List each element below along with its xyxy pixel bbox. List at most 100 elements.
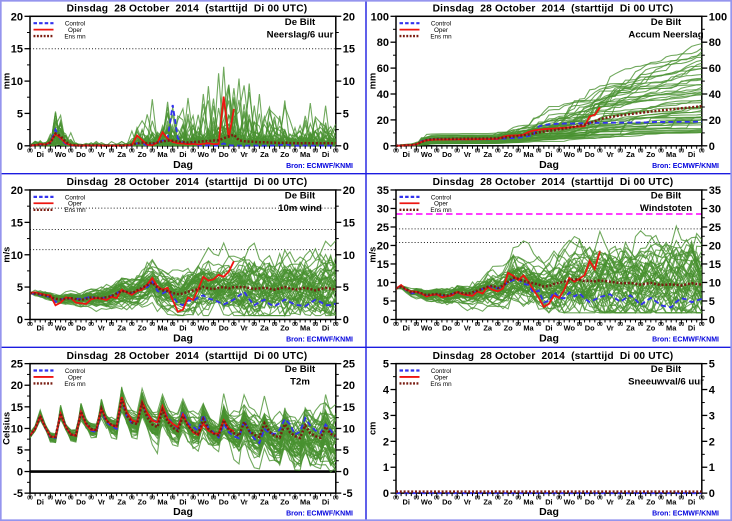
svg-text:00: 00	[556, 496, 562, 502]
svg-text:20: 20	[377, 240, 389, 252]
svg-text:Di: Di	[179, 324, 186, 333]
svg-text:20: 20	[343, 11, 355, 23]
svg-text:Di: Di	[322, 324, 329, 333]
svg-text:Ma: Ma	[666, 497, 677, 506]
svg-text:0: 0	[17, 141, 23, 153]
svg-text:00: 00	[292, 322, 298, 328]
svg-text:00: 00	[597, 322, 603, 328]
svg-text:3: 3	[709, 410, 715, 422]
svg-text:Wo: Wo	[55, 324, 67, 333]
svg-text:Ma: Ma	[666, 324, 677, 333]
svg-text:Bron: ECMWF/KNMI: Bron: ECMWF/KNMI	[652, 337, 719, 344]
svg-text:Dag: Dag	[173, 506, 193, 518]
svg-text:00: 00	[618, 496, 624, 502]
svg-text:Zo: Zo	[646, 150, 656, 159]
svg-text:00: 00	[618, 322, 624, 328]
svg-text:Bron: ECMWF/KNMI: Bron: ECMWF/KNMI	[286, 163, 353, 170]
svg-text:20: 20	[377, 115, 389, 127]
svg-text:10: 10	[11, 76, 23, 88]
svg-text:00: 00	[170, 322, 176, 328]
svg-text:00: 00	[252, 322, 258, 328]
svg-text:15: 15	[343, 44, 355, 56]
svg-text:Di: Di	[402, 497, 409, 506]
svg-text:5: 5	[343, 282, 349, 294]
svg-text:15: 15	[11, 44, 23, 56]
svg-text:00: 00	[414, 322, 420, 328]
svg-text:00: 00	[27, 322, 33, 328]
svg-text:Di: Di	[545, 497, 552, 506]
svg-text:0: 0	[709, 488, 715, 500]
svg-text:40: 40	[709, 89, 721, 101]
svg-text:Di: Di	[402, 150, 409, 159]
svg-text:mm: mm	[2, 73, 12, 90]
svg-text:Za: Za	[483, 497, 493, 506]
svg-text:00: 00	[27, 496, 33, 502]
svg-text:10: 10	[709, 277, 721, 289]
svg-text:Zo: Zo	[504, 150, 514, 159]
svg-text:10: 10	[11, 423, 23, 435]
svg-text:20: 20	[709, 115, 721, 127]
svg-text:0: 0	[343, 141, 349, 153]
svg-text:40: 40	[377, 89, 389, 101]
svg-text:Dag: Dag	[539, 159, 559, 171]
svg-text:De Bilt: De Bilt	[285, 364, 316, 375]
svg-text:00: 00	[211, 148, 217, 154]
svg-text:00: 00	[699, 322, 705, 328]
svg-text:00: 00	[313, 322, 319, 328]
svg-text:00: 00	[475, 148, 481, 154]
svg-text:00: 00	[190, 322, 196, 328]
svg-text:Ma: Ma	[523, 150, 534, 159]
svg-text:Bron: ECMWF/KNMI: Bron: ECMWF/KNMI	[652, 510, 719, 517]
svg-text:00: 00	[88, 148, 94, 154]
svg-text:Ens mn: Ens mn	[430, 207, 452, 214]
svg-text:15: 15	[377, 259, 389, 271]
svg-text:00: 00	[48, 322, 54, 328]
svg-text:00: 00	[658, 496, 664, 502]
svg-text:00: 00	[577, 148, 583, 154]
svg-text:Bron: ECMWF/KNMI: Bron: ECMWF/KNMI	[652, 163, 719, 170]
svg-text:Vr: Vr	[240, 497, 248, 506]
svg-text:00: 00	[170, 496, 176, 502]
svg-text:Ma: Ma	[300, 150, 311, 159]
svg-text:00: 00	[516, 148, 522, 154]
svg-text:10: 10	[343, 76, 355, 88]
svg-text:Vr: Vr	[240, 150, 248, 159]
svg-text:00: 00	[211, 496, 217, 502]
svg-text:00: 00	[109, 496, 115, 502]
svg-text:Zo: Zo	[138, 497, 148, 506]
svg-text:00: 00	[658, 322, 664, 328]
svg-text:00: 00	[292, 148, 298, 154]
svg-text:T2m: T2m	[290, 377, 310, 388]
svg-text:Di: Di	[179, 497, 186, 506]
svg-text:Do: Do	[442, 150, 452, 159]
svg-text:Zo: Zo	[138, 150, 148, 159]
svg-text:00: 00	[638, 322, 644, 328]
svg-text:00: 00	[292, 496, 298, 502]
svg-text:mm: mm	[368, 73, 378, 90]
svg-text:10: 10	[343, 423, 355, 435]
svg-text:00: 00	[272, 496, 278, 502]
svg-text:00: 00	[150, 148, 156, 154]
svg-text:Wo: Wo	[564, 497, 576, 506]
svg-text:2: 2	[709, 436, 715, 448]
svg-text:Vr: Vr	[98, 150, 106, 159]
svg-text:00: 00	[231, 148, 237, 154]
svg-text:Za: Za	[260, 497, 270, 506]
svg-text:60: 60	[377, 63, 389, 75]
svg-text:cm: cm	[368, 422, 378, 435]
svg-text:25: 25	[11, 359, 23, 371]
svg-text:00: 00	[536, 322, 542, 328]
svg-text:00: 00	[618, 148, 624, 154]
svg-text:Do: Do	[442, 324, 452, 333]
svg-text:00: 00	[68, 496, 74, 502]
svg-text:00: 00	[679, 148, 685, 154]
svg-text:Zo: Zo	[646, 324, 656, 333]
svg-text:25: 25	[377, 222, 389, 234]
svg-text:00: 00	[414, 496, 420, 502]
svg-text:Vr: Vr	[98, 497, 106, 506]
svg-text:00: 00	[129, 322, 135, 328]
svg-text:m/s: m/s	[2, 247, 12, 263]
svg-text:De Bilt: De Bilt	[285, 17, 316, 28]
svg-text:Di: Di	[688, 497, 695, 506]
svg-text:00: 00	[27, 148, 33, 154]
